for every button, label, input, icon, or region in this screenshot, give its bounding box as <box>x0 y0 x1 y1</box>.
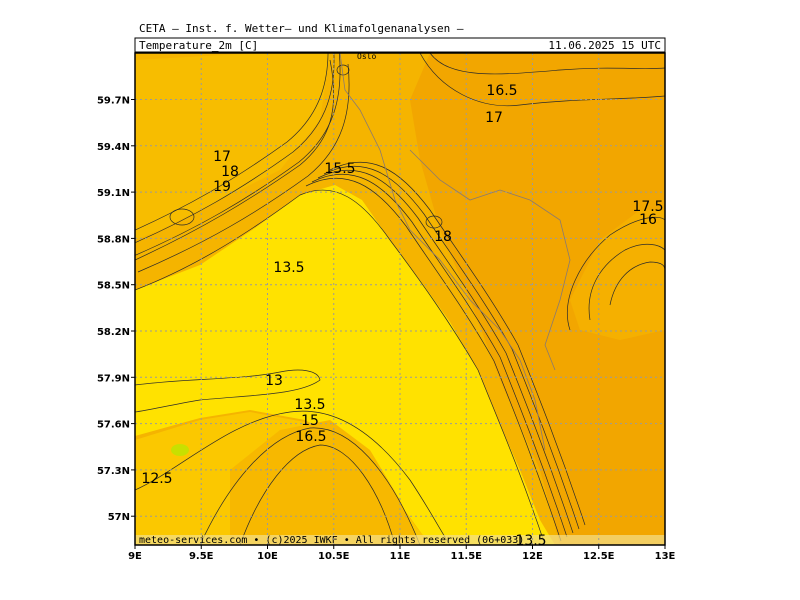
field-region <box>410 53 665 545</box>
field-region <box>570 210 665 340</box>
lat-label: 57N <box>108 512 130 523</box>
contour-label: 16.5 <box>486 83 517 99</box>
coastline <box>339 53 546 451</box>
contour-label: 13 <box>265 373 283 389</box>
contour-label: 16 <box>639 212 657 228</box>
coastlines <box>339 53 571 451</box>
footer: meteo-services.com • (c)2025 IWKF • All … <box>139 535 524 546</box>
lon-label: 9.5E <box>189 551 214 562</box>
valid-time: 11.06.2025 15 UTC <box>548 39 661 52</box>
contour-line <box>588 243 665 321</box>
contour-line <box>425 215 443 229</box>
contour-line <box>135 53 335 244</box>
contour-line <box>135 369 321 413</box>
contour-line <box>239 444 396 545</box>
lon-label: 9E <box>128 551 142 562</box>
lat-label: 59.4N <box>97 142 130 153</box>
contour-line <box>305 177 562 542</box>
contour-label: 13.5 <box>294 397 325 413</box>
contour-line <box>311 173 568 538</box>
lat-label: 57.9N <box>97 373 130 384</box>
contour-label: 15.5 <box>324 161 355 177</box>
contour-label: 19 <box>213 179 231 195</box>
contour-line <box>135 53 341 256</box>
field-region <box>230 420 420 545</box>
field: meteo-services.com • (c)2025 IWKF • All … <box>135 52 665 546</box>
lon-label: 12.5E <box>583 551 615 562</box>
contour-line <box>199 427 421 545</box>
contour-line <box>609 261 665 306</box>
header: CETA – Inst. f. Wetter– und Klimafolgena… <box>139 22 464 35</box>
map-title: Temperature_2m [C] <box>139 39 258 52</box>
lat-label: 57.3N <box>97 466 130 477</box>
contour-label: 17 <box>213 149 231 165</box>
lat-label: 59.7N <box>97 96 130 107</box>
coastline <box>409 149 571 371</box>
contour-line <box>323 165 580 530</box>
lon-label: 13E <box>655 551 676 562</box>
field-region <box>135 185 555 545</box>
lat-label: 58.8N <box>97 234 130 245</box>
contour-label: 18 <box>221 164 239 180</box>
grid <box>135 53 665 545</box>
lat-label: 59.1N <box>97 188 130 199</box>
place-label: Oslo <box>357 52 376 61</box>
contour-line <box>317 169 574 534</box>
contour-label: 17.5 <box>632 199 663 215</box>
contour-line <box>135 189 546 545</box>
contour-line <box>135 410 451 545</box>
field-spot <box>171 444 189 456</box>
contour-label: 12.5 <box>141 471 172 487</box>
lat-label: 58.2N <box>97 327 130 338</box>
lat-label: 57.6N <box>97 420 130 431</box>
contour-label: 16.5 <box>295 429 326 445</box>
contour-label: 18 <box>434 229 452 245</box>
contour-line <box>429 53 665 75</box>
contour-line <box>419 53 665 107</box>
lon-label: 10E <box>257 551 278 562</box>
contour-label: 13.5 <box>273 260 304 276</box>
axes: 9E 9.5E 10E 10.5E 11E 11.5E 12E 12.5E 13E 59.7N 59… <box>97 96 676 563</box>
contour-labels: 16.51717181915.51817.51613.51313.51516.5… <box>141 83 663 549</box>
contour-label: 17 <box>485 110 503 126</box>
contour-label: 15 <box>301 413 319 429</box>
contour-line <box>169 208 195 226</box>
lat-label: 58.5N <box>97 281 130 292</box>
lon-label: 12E <box>522 551 543 562</box>
contour-label: 13.5 <box>515 533 546 549</box>
lon-label: 10.5E <box>318 551 350 562</box>
lon-label: 11E <box>390 551 411 562</box>
contour-lines <box>135 53 665 545</box>
lon-label: 11.5E <box>450 551 482 562</box>
contour-line <box>329 161 586 526</box>
contour-line <box>137 63 350 273</box>
title-bar <box>134 37 666 53</box>
